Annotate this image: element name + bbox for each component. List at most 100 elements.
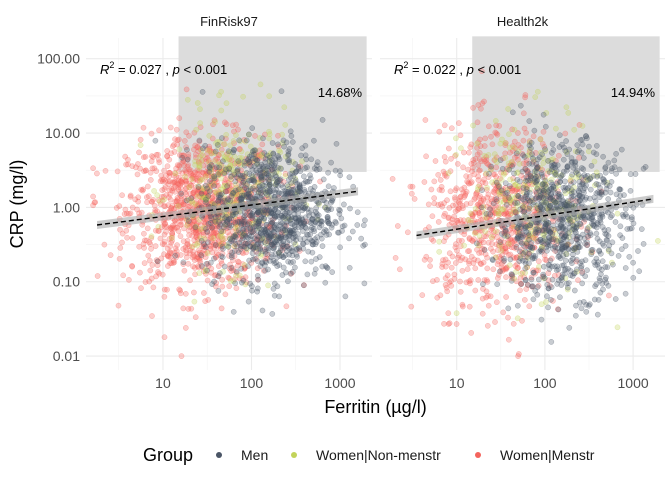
scatter-point: [556, 253, 563, 260]
scatter-point: [226, 164, 232, 171]
scatter-point: [540, 271, 546, 278]
scatter-point: [115, 302, 122, 309]
scatter-point: [432, 158, 439, 164]
scatter-point: [207, 217, 213, 223]
scatter-point: [531, 127, 538, 134]
scatter-point: [190, 190, 196, 197]
scatter-point: [452, 244, 459, 251]
scatter-point: [242, 231, 249, 238]
scatter-point: [152, 137, 159, 144]
scatter-point: [193, 184, 199, 190]
scatter-point: [178, 199, 185, 206]
scatter-point: [616, 166, 623, 173]
scatter-point: [269, 140, 276, 146]
scatter-point: [215, 288, 222, 294]
scatter-point: [614, 210, 621, 217]
panel-finrisk97: FinRisk97 R2 = 0.027 , p < 0.001 14.68%: [86, 14, 372, 370]
scatter-point: [233, 221, 240, 227]
scatter-point: [178, 193, 184, 199]
scatter-point: [227, 142, 234, 149]
scatter-point: [190, 248, 196, 255]
scatter-point: [225, 274, 232, 281]
scatter-point: [197, 106, 203, 112]
scatter-point: [192, 271, 198, 278]
r2-label: R: [100, 62, 109, 77]
scatter-point: [233, 184, 239, 191]
scatter-point: [156, 270, 163, 277]
scatter-point: [228, 219, 234, 226]
scatter-point: [517, 178, 523, 185]
scatter-point: [268, 220, 275, 227]
scatter-point: [596, 275, 603, 282]
scatter-point: [314, 159, 321, 165]
scatter-point: [259, 208, 266, 215]
scatter-point: [212, 230, 219, 237]
r2-value: = 0.027 ,: [114, 62, 172, 77]
scatter-point: [176, 115, 183, 122]
scatter-point: [205, 183, 212, 190]
scatter-point: [264, 255, 270, 262]
scatter-point: [166, 250, 173, 257]
scatter-point: [333, 220, 339, 226]
scatter-point: [173, 165, 180, 172]
scatter-point: [313, 256, 319, 262]
scatter-point: [553, 267, 560, 274]
scatter-point: [203, 192, 210, 199]
scatter-point: [360, 222, 367, 229]
scatter-point: [253, 237, 260, 243]
scatter-point: [429, 213, 436, 220]
scatter-point: [222, 187, 229, 194]
scatter-point: [605, 282, 612, 289]
x-axis-label: Ferritin (µg/l): [324, 397, 426, 417]
scatter-point: [482, 180, 489, 186]
scatter-point: [333, 140, 340, 147]
scatter-point: [167, 170, 173, 176]
scatter-point: [224, 195, 231, 202]
scatter-point: [161, 286, 168, 293]
scatter-point: [289, 139, 296, 145]
scatter-point: [342, 293, 349, 300]
scatter-point: [441, 122, 448, 129]
scatter-point: [247, 219, 253, 226]
scatter-point: [308, 224, 315, 231]
scatter-point: [184, 241, 191, 247]
scatter-point: [597, 214, 604, 221]
scatter-point: [518, 281, 525, 287]
scatter-point: [123, 210, 130, 217]
scatter-point: [346, 264, 353, 271]
scatter-point: [218, 107, 225, 114]
scatter-point: [204, 188, 211, 195]
scatter-point: [527, 198, 533, 205]
scatter-point: [193, 151, 199, 158]
scatter-point: [593, 281, 600, 288]
scatter-point: [472, 205, 479, 212]
scatter-point: [190, 221, 197, 228]
scatter-point: [467, 280, 473, 287]
scatter-point: [578, 265, 585, 272]
scatter-point: [302, 224, 309, 231]
scatter-point: [512, 200, 518, 206]
scatter-point: [176, 152, 183, 158]
scatter-point: [151, 202, 158, 209]
scatter-point: [212, 156, 219, 163]
scatter-point: [408, 190, 415, 197]
scatter-point: [320, 176, 327, 183]
scatter-point: [626, 253, 633, 260]
scatter-point: [266, 223, 273, 230]
scatter-point: [123, 227, 130, 234]
scatter-point: [578, 165, 585, 171]
scatter-point: [135, 161, 141, 167]
scatter-point: [545, 285, 552, 292]
scatter-point: [494, 281, 501, 288]
scatter-point: [173, 205, 179, 211]
scatter-point: [228, 182, 235, 189]
scatter-point: [164, 245, 171, 252]
scatter-point: [217, 242, 223, 249]
scatter-point: [484, 265, 491, 272]
scatter-point: [155, 197, 162, 204]
scatter-point: [149, 262, 156, 268]
scatter-point: [183, 247, 189, 254]
scatter-point: [532, 175, 538, 182]
scatter-point: [208, 176, 215, 183]
scatter-point: [559, 262, 566, 269]
